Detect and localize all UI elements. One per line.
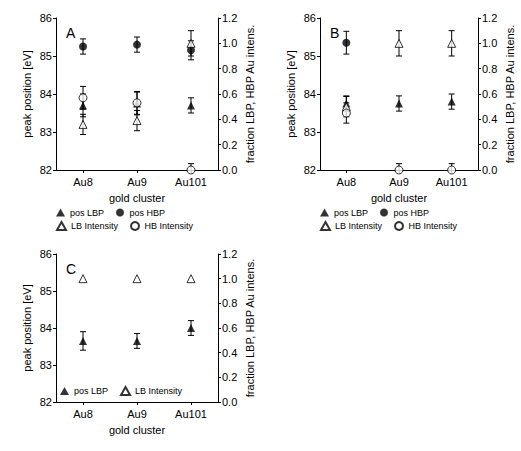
svg-text:HB Intensity: HB Intensity — [409, 221, 458, 231]
svg-text:1.2: 1.2 — [222, 12, 237, 24]
svg-text:0.2: 0.2 — [222, 139, 237, 151]
svg-text:B: B — [330, 25, 339, 41]
svg-text:Au9: Au9 — [127, 176, 147, 188]
svg-text:0.2: 0.2 — [482, 139, 497, 151]
svg-text:0.4: 0.4 — [482, 113, 497, 125]
svg-text:LB Intensity: LB Intensity — [135, 386, 183, 396]
svg-text:1.0: 1.0 — [482, 37, 497, 49]
svg-text:peak position [eV]: peak position [eV] — [21, 284, 33, 371]
svg-text:0.0: 0.0 — [482, 164, 497, 176]
svg-text:Au8: Au8 — [73, 176, 93, 188]
svg-text:0.0: 0.0 — [222, 396, 237, 408]
svg-text:fraction LBP, HBP Au intens.: fraction LBP, HBP Au intens. — [244, 259, 256, 397]
svg-text:fraction LBP, HBP Au intens.: fraction LBP, HBP Au intens. — [504, 25, 516, 163]
svg-text:0.6: 0.6 — [222, 322, 237, 334]
svg-text:0.6: 0.6 — [482, 88, 497, 100]
svg-text:0.4: 0.4 — [222, 113, 237, 125]
svg-text:1.2: 1.2 — [222, 248, 237, 260]
svg-text:84: 84 — [304, 88, 316, 100]
svg-text:Au101: Au101 — [436, 176, 468, 188]
svg-text:82: 82 — [304, 164, 316, 176]
svg-text:pos LBP: pos LBP — [70, 208, 104, 218]
svg-text:84: 84 — [40, 322, 52, 334]
svg-text:0.6: 0.6 — [222, 88, 237, 100]
svg-text:Au8: Au8 — [73, 408, 93, 420]
svg-text:Au9: Au9 — [127, 408, 147, 420]
svg-text:86: 86 — [40, 248, 52, 260]
svg-text:pos HBP: pos HBP — [130, 208, 166, 218]
svg-text:pos LBP: pos LBP — [334, 208, 368, 218]
svg-text:peak position [eV]: peak position [eV] — [21, 50, 33, 137]
svg-text:85: 85 — [304, 50, 316, 62]
svg-text:1.2: 1.2 — [482, 12, 497, 24]
svg-text:gold cluster: gold cluster — [109, 192, 166, 204]
svg-text:0.8: 0.8 — [222, 297, 237, 309]
svg-text:84: 84 — [40, 88, 52, 100]
svg-text:0.2: 0.2 — [222, 371, 237, 383]
svg-text:pos HBP: pos HBP — [394, 208, 430, 218]
svg-text:pos LBP: pos LBP — [74, 386, 108, 396]
svg-text:83: 83 — [40, 126, 52, 138]
svg-text:86: 86 — [40, 12, 52, 24]
svg-text:A: A — [66, 25, 76, 41]
svg-text:0.8: 0.8 — [482, 63, 497, 75]
svg-text:C: C — [66, 261, 76, 277]
svg-text:Au9: Au9 — [389, 176, 409, 188]
svg-text:gold cluster: gold cluster — [371, 192, 428, 204]
svg-text:82: 82 — [40, 396, 52, 408]
svg-text:86: 86 — [304, 12, 316, 24]
svg-text:fraction LBP, HBP Au intens.: fraction LBP, HBP Au intens. — [244, 25, 256, 163]
svg-text:Au101: Au101 — [175, 176, 207, 188]
svg-text:gold cluster: gold cluster — [109, 424, 166, 436]
svg-text:85: 85 — [40, 50, 52, 62]
svg-text:0.8: 0.8 — [222, 63, 237, 75]
svg-text:83: 83 — [40, 359, 52, 371]
svg-text:LB Intensity: LB Intensity — [71, 221, 119, 231]
svg-text:0.4: 0.4 — [222, 347, 237, 359]
svg-text:1.0: 1.0 — [222, 273, 237, 285]
svg-text:LB Intensity: LB Intensity — [335, 221, 383, 231]
svg-text:0.0: 0.0 — [222, 164, 237, 176]
svg-text:peak position [eV]: peak position [eV] — [285, 50, 297, 137]
svg-text:83: 83 — [304, 126, 316, 138]
svg-text:85: 85 — [40, 285, 52, 297]
svg-text:1.0: 1.0 — [222, 37, 237, 49]
svg-text:82: 82 — [40, 164, 52, 176]
svg-text:Au8: Au8 — [337, 176, 357, 188]
svg-text:Au101: Au101 — [175, 408, 207, 420]
svg-text:HB Intensity: HB Intensity — [145, 221, 194, 231]
